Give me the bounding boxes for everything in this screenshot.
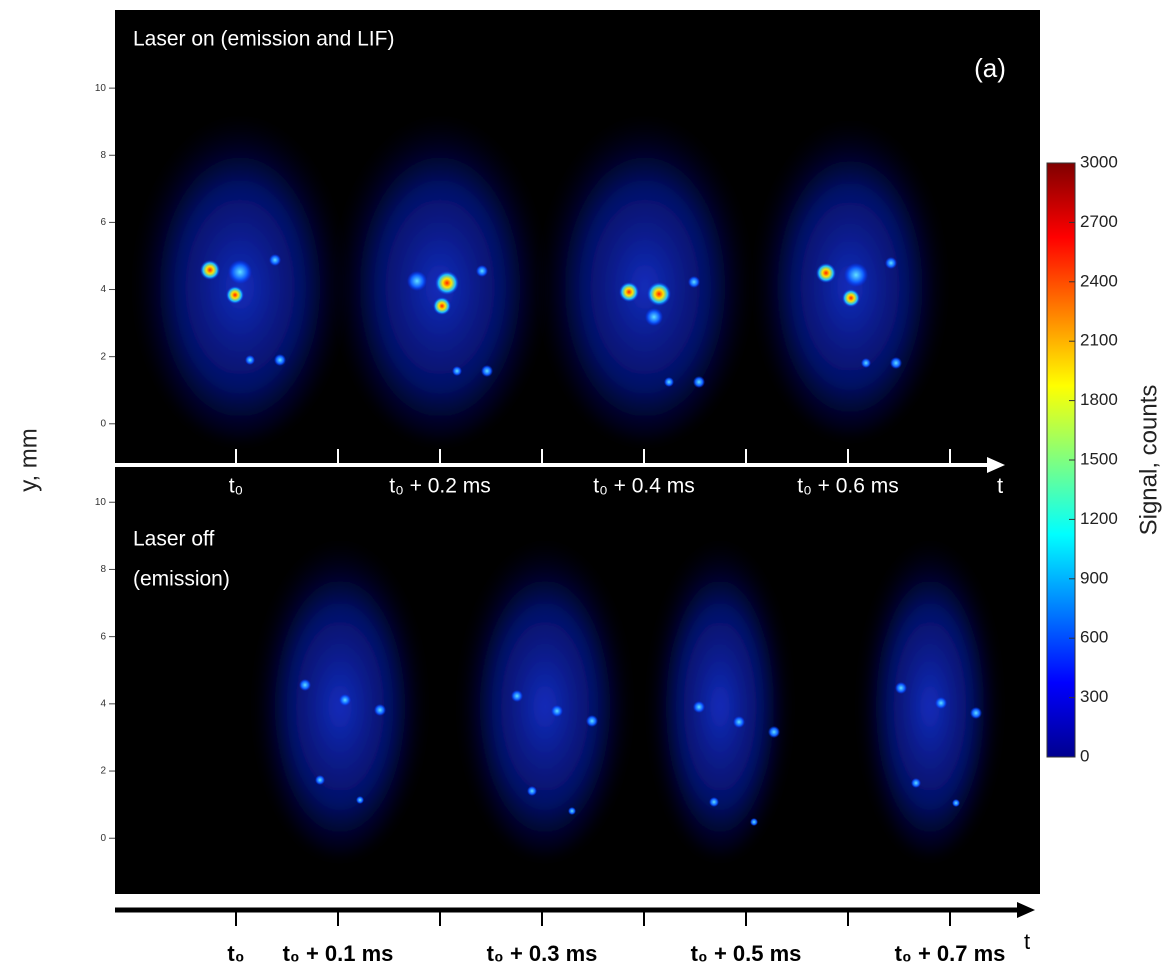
time-label: t₀ + 0.5 ms	[691, 941, 802, 966]
bright-spot	[452, 366, 462, 376]
bright-spot	[911, 778, 921, 788]
time-label: t₀ + 0.7 ms	[895, 941, 1006, 966]
y-tick-label: 6	[100, 217, 106, 228]
bright-spot	[733, 716, 745, 728]
bright-spot	[861, 358, 871, 368]
y-axis-label: y, mm	[15, 428, 42, 492]
bright-spot	[890, 357, 902, 369]
time-label: t₀ + 0.3 ms	[487, 941, 598, 966]
colorbar-tick-label: 1200	[1080, 509, 1118, 528]
bright-spot	[527, 786, 537, 796]
colorbar-label: Signal, counts	[1135, 385, 1162, 536]
bright-spot	[693, 376, 705, 388]
y-tick-label: 8	[100, 564, 106, 575]
bright-spot	[664, 377, 674, 387]
bright-spot	[586, 715, 598, 727]
bright-spot	[551, 705, 563, 717]
flame	[540, 100, 750, 440]
y-tick-label: 4	[100, 284, 106, 295]
colorbar-tick-label: 1800	[1080, 390, 1118, 409]
bright-spot	[481, 365, 493, 377]
y-tick-label: 0	[100, 833, 106, 844]
flame	[860, 525, 1000, 855]
bright-spot	[374, 704, 386, 716]
bright-spot	[339, 694, 351, 706]
colorbar-tick-label: 900	[1080, 568, 1108, 587]
y-tick-label: 8	[100, 150, 106, 161]
bright-spot	[645, 308, 663, 326]
bright-spot	[895, 682, 907, 694]
bright-spot	[226, 286, 244, 304]
colorbar-tick-label: 2100	[1080, 331, 1118, 350]
bright-spot	[842, 289, 860, 307]
colorbar-tick-label: 3000	[1080, 152, 1118, 171]
panel-title: Laser on (emission and LIF)	[133, 28, 394, 51]
time-label: t₀ + 0.4 ms	[593, 475, 695, 498]
time-axis-arrow	[1017, 902, 1035, 918]
bright-spot	[269, 254, 281, 266]
y-tick-label: 10	[95, 497, 107, 508]
time-label: t₀ + 0.2 ms	[389, 475, 491, 498]
bright-spot	[619, 282, 639, 302]
colorbar-tick-label: 1500	[1080, 449, 1118, 468]
colorbar-tick-label: 600	[1080, 628, 1108, 647]
bright-spot	[935, 697, 947, 709]
bright-spot	[844, 263, 868, 287]
y-tick-label: 0	[100, 418, 106, 429]
colorbar-tick-label: 300	[1080, 687, 1108, 706]
panel-title: Laser off	[133, 528, 214, 551]
bright-spot	[709, 797, 719, 807]
bright-spot	[750, 818, 758, 826]
bright-spot	[511, 690, 523, 702]
time-axis-label: t	[1024, 929, 1030, 954]
colorbar-tick-label: 2400	[1080, 271, 1118, 290]
time-label: t₀	[227, 941, 244, 966]
bright-spot	[568, 807, 576, 815]
bright-spot	[435, 271, 459, 295]
bright-spot	[407, 271, 427, 291]
bright-spot	[693, 701, 705, 713]
y-tick-label: 4	[100, 698, 106, 709]
panel-label: (a)	[974, 53, 1006, 83]
bright-spot	[356, 796, 364, 804]
bright-spot	[647, 282, 671, 306]
bright-spot	[885, 257, 897, 269]
y-tick-label: 6	[100, 631, 106, 642]
bright-spot	[299, 679, 311, 691]
colorbar-tick-label: 2700	[1080, 212, 1118, 231]
flame	[650, 525, 790, 855]
panel-title: (emission)	[133, 568, 230, 591]
bright-spot	[228, 260, 252, 284]
bright-spot	[476, 265, 488, 277]
time-axis-label: t	[997, 473, 1003, 498]
flame-images	[135, 100, 1000, 855]
bright-spot	[768, 726, 780, 738]
bright-spot	[245, 355, 255, 365]
y-tick-label: 2	[100, 766, 106, 777]
bright-spot	[952, 799, 960, 807]
y-tick-label: 2	[100, 351, 106, 362]
bright-spot	[970, 707, 982, 719]
flame	[460, 525, 630, 855]
bright-spot	[433, 297, 451, 315]
bright-spot	[816, 263, 836, 283]
bright-spot	[688, 276, 700, 288]
bright-spot	[274, 354, 286, 366]
time-label: t₀	[229, 475, 244, 498]
colorbar-tick-label: 0	[1080, 746, 1089, 765]
flame	[335, 100, 545, 440]
bright-spot	[315, 775, 325, 785]
flame	[255, 525, 425, 855]
time-label: t₀ + 0.6 ms	[797, 475, 899, 498]
time-label: t₀ + 0.1 ms	[283, 941, 394, 966]
time-axis-arrow	[987, 457, 1005, 473]
bright-spot	[200, 260, 220, 280]
y-tick-label: 10	[95, 83, 107, 94]
